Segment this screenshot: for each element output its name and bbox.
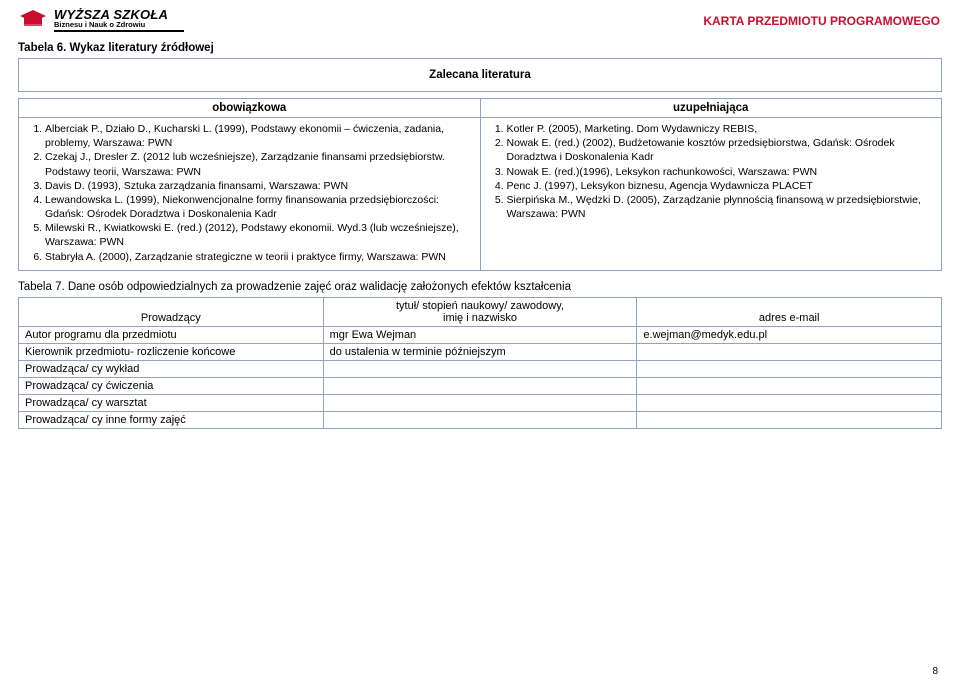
email-cell: [637, 343, 942, 360]
table6-caption: Tabela 6. Wykaz literatury źródłowej: [18, 42, 942, 54]
literature-box: Zalecana literatura: [18, 58, 942, 92]
tab7-head-title: tytuł/ stopień naukowy/ zawodowy, imię i…: [323, 297, 637, 326]
email-cell: e.wejman@medyk.edu.pl: [637, 326, 942, 343]
literature-col1-head: obowiązkowa: [19, 99, 481, 118]
role-cell: Kierownik przedmiotu- rozliczenie końcow…: [19, 343, 324, 360]
table-row: Autor programu dla przedmiotu mgr Ewa We…: [19, 326, 942, 343]
table-row: Prowadząca/ cy inne formy zajęć: [19, 411, 942, 428]
list-item: Davis D. (1993), Sztuka zarządzania fina…: [45, 179, 472, 193]
list-item: Penc J. (1997), Leksykon biznesu, Agencj…: [507, 179, 934, 193]
email-cell: [637, 360, 942, 377]
name-cell: do ustalenia w terminie późniejszym: [323, 343, 637, 360]
logo-text: WYŻSZA SZKOŁA Biznesu i Nauk o Zdrowiu: [54, 8, 184, 32]
name-cell: [323, 394, 637, 411]
list-item: Nowak E. (red.)(1996), Leksykon rachunko…: [507, 165, 934, 179]
table-row: Prowadząca/ cy wykład: [19, 360, 942, 377]
list-item: Czekaj J., Dresler Z. (2012 lub wcześnie…: [45, 150, 472, 178]
role-cell: Prowadząca/ cy ćwiczenia: [19, 377, 324, 394]
literature-col2-head: uzupełniająca: [480, 99, 942, 118]
list-item: Lewandowska L. (1999), Niekonwencjonalne…: [45, 193, 472, 221]
responsible-persons-table: Prowadzący tytuł/ stopień naukowy/ zawod…: [18, 297, 942, 429]
list-item: Kotler P. (2005), Marketing. Dom Wydawni…: [507, 122, 934, 136]
list-item: Nowak E. (red.) (2002), Budżetowanie kos…: [507, 136, 934, 164]
list-item: Stabryła A. (2000), Zarządzanie strategi…: [45, 250, 472, 264]
name-cell: mgr Ewa Wejman: [323, 326, 637, 343]
email-cell: [637, 394, 942, 411]
logo-icon: [18, 8, 48, 32]
role-cell: Prowadząca/ cy inne formy zajęć: [19, 411, 324, 428]
name-cell: [323, 377, 637, 394]
list-item: Milewski R., Kwiatkowski E. (red.) (2012…: [45, 221, 472, 249]
table-row: Prowadząca/ cy ćwiczenia: [19, 377, 942, 394]
page-header-title: KARTA PRZEDMIOTU PROGRAMOWEGO: [703, 14, 940, 28]
list-item: Sierpińska M., Wędzki D. (2005), Zarządz…: [507, 193, 934, 221]
table7-caption: Tabela 7. Dane osób odpowiedzialnych za …: [18, 281, 942, 293]
literature-table: obowiązkowa uzupełniająca Alberciak P., …: [18, 98, 942, 271]
tab7-head-role: Prowadzący: [19, 297, 324, 326]
name-cell: [323, 411, 637, 428]
literature-box-title: Zalecana literatura: [19, 69, 941, 87]
role-cell: Autor programu dla przedmiotu: [19, 326, 324, 343]
role-cell: Prowadząca/ cy wykład: [19, 360, 324, 377]
table-row: Prowadząca/ cy warsztat: [19, 394, 942, 411]
page-number: 8: [932, 666, 938, 677]
tab7-head-email: adres e-mail: [637, 297, 942, 326]
logo-underline: [54, 30, 184, 32]
list-item: Alberciak P., Działo D., Kucharski L. (1…: [45, 122, 472, 150]
literature-mandatory-cell: Alberciak P., Działo D., Kucharski L. (1…: [19, 118, 481, 271]
table-row: Kierownik przedmiotu- rozliczenie końcow…: [19, 343, 942, 360]
email-cell: [637, 377, 942, 394]
literature-supplementary-cell: Kotler P. (2005), Marketing. Dom Wydawni…: [480, 118, 942, 271]
role-cell: Prowadząca/ cy warsztat: [19, 394, 324, 411]
email-cell: [637, 411, 942, 428]
name-cell: [323, 360, 637, 377]
logo-small: Biznesu i Nauk o Zdrowiu: [54, 21, 184, 29]
